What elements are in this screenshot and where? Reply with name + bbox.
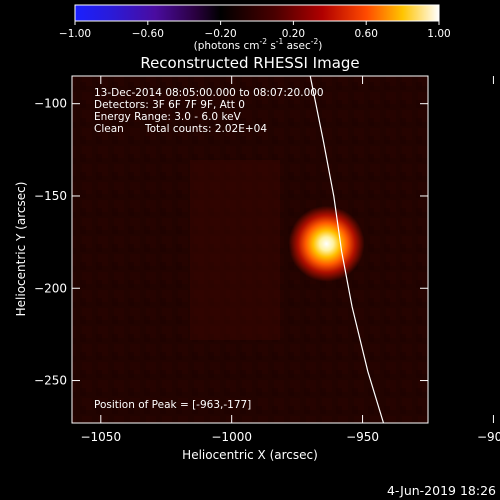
colorbar-label: (photons cm-2 s-1 asec-2) xyxy=(194,37,323,52)
y-tick-label: −150 xyxy=(34,189,67,203)
y-axis-label: Heliocentric Y (arcsec) xyxy=(14,182,28,317)
chart-title: Reconstructed RHESSI Image xyxy=(140,54,359,72)
colorbar-tick-label: −0.20 xyxy=(205,28,237,40)
peak-source xyxy=(288,205,365,282)
y-tick-label: −250 xyxy=(34,374,67,388)
solar-limb-line xyxy=(309,76,385,423)
x-tick-label: −1000 xyxy=(211,430,252,444)
y-tick-label: −200 xyxy=(34,281,67,295)
annotation-detectors: Detectors: 3F 6F 7F 9F, Att 0 xyxy=(94,99,245,111)
colorbar-tick-label: −1.00 xyxy=(59,28,91,40)
colorbar-tick-label: 0.60 xyxy=(355,28,378,40)
x-tick-label: −1050 xyxy=(80,430,121,444)
y-tick-label: −100 xyxy=(34,97,67,111)
x-axis-ticks: −1050 −1000 −950 −900 xyxy=(80,76,500,444)
plot-frame xyxy=(71,75,429,424)
annotation-time-range: 13-Dec-2014 08:05:00.000 to 08:07:20.000 xyxy=(94,87,324,99)
x-tick-label: −900 xyxy=(477,430,500,444)
colorbar-tick-label: 1.00 xyxy=(427,28,450,40)
colorbar-tick-label: −0.60 xyxy=(132,28,164,40)
annotation-method: Clean xyxy=(94,123,124,135)
annotation-counts: Total counts: 2.02E+04 xyxy=(144,123,267,135)
footer-date: 4-Jun-2019 18:26 xyxy=(387,483,496,498)
x-tick-label: −950 xyxy=(346,430,379,444)
colorbar-ticks: −1.00 −0.60 −0.20 0.20 0.60 1.00 xyxy=(59,21,451,40)
colorbar xyxy=(74,4,440,22)
image-glow-region xyxy=(190,160,280,340)
image-area xyxy=(72,76,428,423)
annotation-peak-position: Position of Peak = [-963,-177] xyxy=(94,399,251,411)
colorbar-tick-label: 0.20 xyxy=(282,28,305,40)
x-axis-label: Heliocentric X (arcsec) xyxy=(182,448,318,462)
annotation-energy: Energy Range: 3.0 - 6.0 keV xyxy=(94,111,242,123)
y-axis-ticks: −100 −150 −200 −250 xyxy=(34,97,428,388)
